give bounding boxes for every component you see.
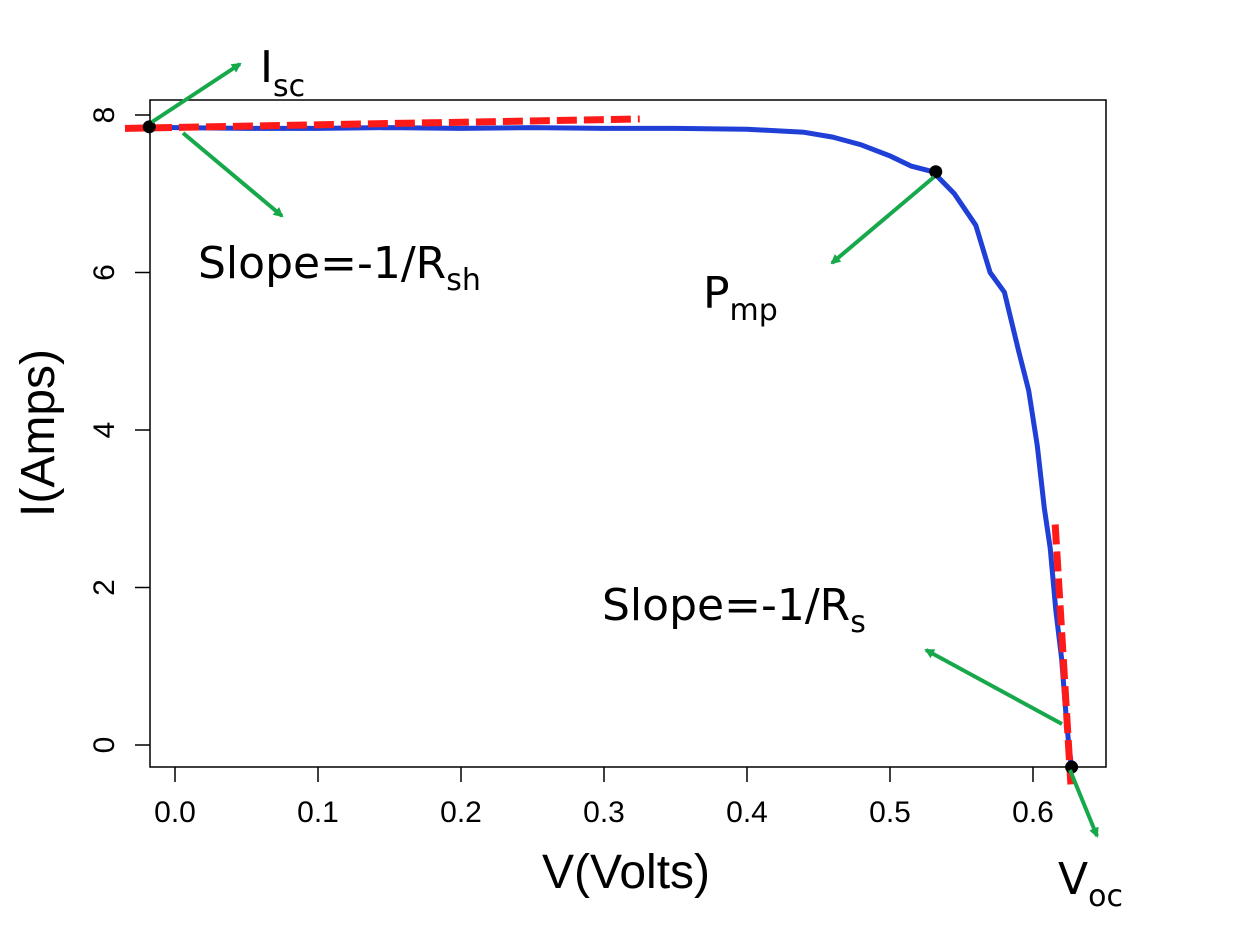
y-tick-label: 6 [88, 264, 121, 281]
voc-arrow [1068, 769, 1099, 838]
x-tick-label: 0.5 [869, 796, 911, 829]
pmp-label-main: P [703, 268, 730, 319]
isc-label: Isc [260, 42, 305, 104]
y-tick-label: 0 [88, 737, 121, 754]
x-axis: 0.0 0.1 0.2 0.3 0.4 0.5 0.6 [154, 767, 1054, 829]
rs-slope-label-sub: s [850, 605, 866, 640]
key-points-layer [142, 120, 1079, 774]
y-tick-label: 8 [88, 107, 121, 124]
y-axis: 0 2 4 6 8 [88, 107, 150, 754]
pmp-point [929, 165, 943, 179]
voc-label: Voc [1058, 854, 1123, 914]
voc-label-main: V [1058, 854, 1088, 905]
x-tick-label: 0.2 [440, 796, 482, 829]
rsh-slope-arrow [181, 131, 284, 218]
iv-curve-line [146, 124, 1075, 770]
rs-slope-arrow [924, 648, 1063, 726]
isc-point [142, 120, 156, 134]
voc-point [1065, 760, 1079, 774]
y-axis-title: I(Amps) [12, 349, 65, 517]
pmp-label: Pmp [703, 268, 778, 328]
pmp-label-sub: mp [730, 293, 778, 328]
rs-slope-label-main: Slope=-1/R [602, 580, 850, 631]
pmp-arrow [830, 175, 936, 265]
x-tick-label: 0.4 [726, 796, 768, 829]
annotation-arrows [150, 62, 1099, 838]
x-tick-label: 0.1 [297, 796, 339, 829]
isc-arrow [150, 62, 242, 124]
isc-label-sub: sc [273, 69, 305, 104]
rsh-slope-label-sub: sh [446, 263, 481, 298]
rsh-slope-label-main: Slope=-1/R [198, 238, 446, 289]
x-tick-label: 0.3 [583, 796, 625, 829]
x-axis-title: V(Volts) [542, 846, 710, 899]
rsh-slope-label: Slope=-1/Rsh [198, 238, 481, 298]
series-layer [146, 124, 1075, 770]
voc-label-sub: oc [1088, 879, 1123, 914]
rs-tangent-line [1051, 524, 1075, 785]
plot-frame [149, 99, 1107, 768]
isc-label-main: I [260, 42, 273, 93]
y-tick-label: 2 [88, 579, 121, 596]
rs-slope-label: Slope=-1/Rs [602, 580, 866, 640]
reference-lines-layer [124, 115, 1075, 785]
x-tick-label: 0.6 [1012, 796, 1054, 829]
x-tick-label: 0.0 [154, 796, 196, 829]
y-tick-label: 4 [88, 422, 121, 439]
rsh-tangent-line [124, 115, 640, 132]
